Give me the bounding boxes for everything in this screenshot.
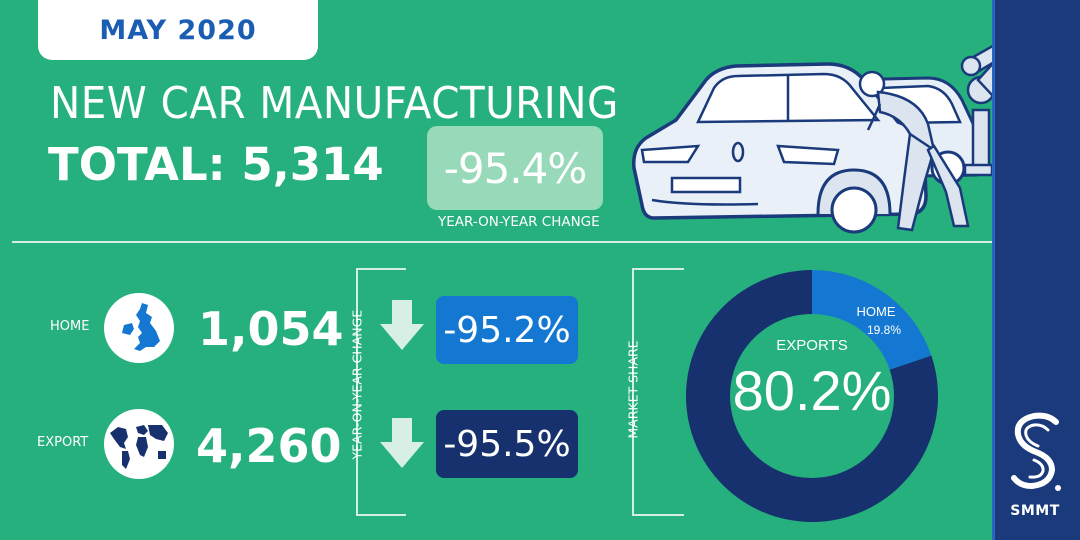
- market-share-bracket: [632, 268, 684, 516]
- total-yoy-value: -95.4%: [443, 143, 588, 193]
- export-label: EXPORT: [37, 435, 89, 450]
- exports-share-value: 80.2%: [733, 359, 892, 422]
- exports-share-label: EXPORTS: [776, 337, 847, 354]
- uk-map-icon: [104, 293, 174, 363]
- report-date: MAY 2020: [99, 14, 257, 46]
- yoy-caption: YEAR-ON-YEAR CHANGE: [438, 214, 600, 230]
- home-label: HOME: [50, 319, 90, 334]
- car-factory-illustration: [632, 44, 992, 234]
- yoy-bracket: [356, 268, 406, 516]
- sidebar-edge: [992, 0, 995, 540]
- down-arrow-icon: [380, 418, 424, 468]
- home-slice: [812, 270, 932, 370]
- home-yoy-badge: -95.2%: [436, 296, 578, 364]
- yoy-axis-label: YEAR-ON-YEAR CHANGE: [349, 309, 365, 460]
- exports-slice: [686, 270, 938, 522]
- home-yoy-value: -95.2%: [443, 309, 571, 351]
- page-title: NEW CAR MANUFACTURING: [50, 78, 619, 129]
- export-yoy-value: -95.5%: [443, 423, 571, 465]
- export-yoy-badge: -95.5%: [436, 410, 578, 478]
- export-production: 4,260: [196, 419, 342, 473]
- total-production: TOTAL: 5,314: [48, 138, 384, 191]
- world-map-icon: [104, 409, 174, 479]
- home-production: 1,054: [198, 302, 344, 356]
- market-share-donut: EXPORTS 80.2% HOME 19.8%: [686, 270, 938, 522]
- donut-slices: [686, 270, 938, 522]
- section-divider: [12, 241, 992, 243]
- down-arrow-icon: [380, 300, 424, 350]
- total-yoy-badge: -95.4%: [427, 126, 603, 210]
- home-share-label: HOME: [857, 304, 896, 319]
- market-share-label: MARKET SHARE: [625, 340, 641, 439]
- date-tab: MAY 2020: [38, 0, 318, 60]
- smmt-logo: [1011, 412, 1061, 491]
- home-share-value: 19.8%: [867, 323, 901, 337]
- brand-name: SMMT: [1010, 503, 1060, 519]
